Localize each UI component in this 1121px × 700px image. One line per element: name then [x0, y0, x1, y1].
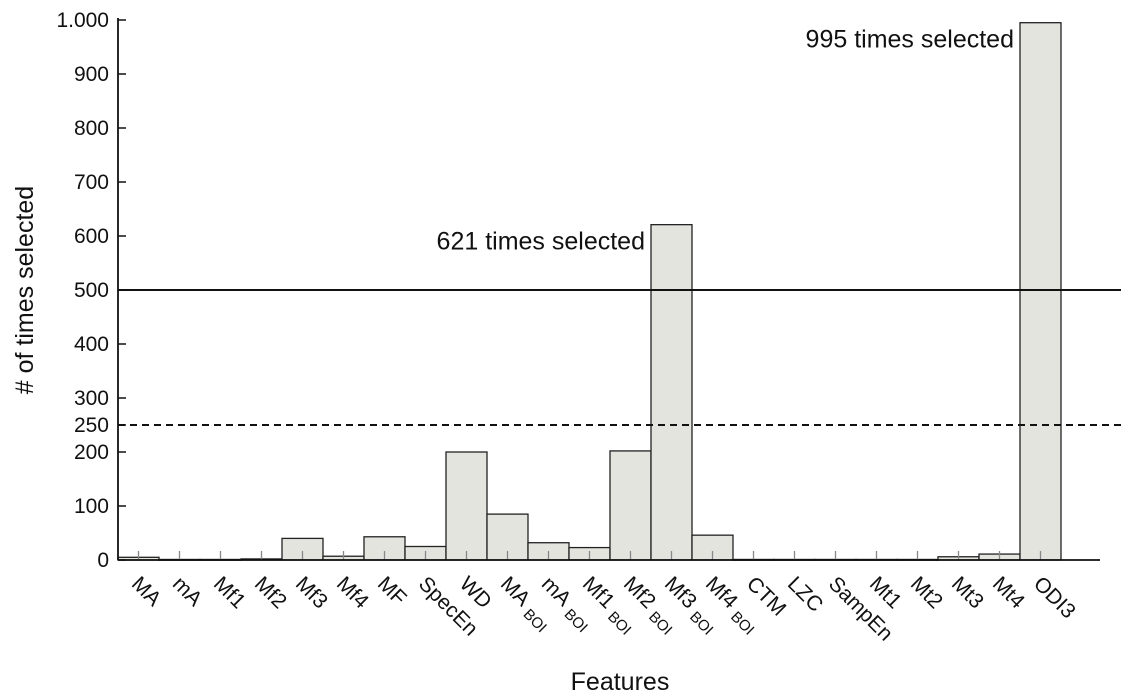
y-tick-label: 0 [97, 549, 109, 572]
bar [445, 451, 488, 561]
x-axis-title: Features [571, 668, 670, 696]
bar [609, 450, 652, 561]
y-tick-label: 100 [74, 495, 109, 518]
y-tick-label: 200 [74, 441, 109, 464]
x-tick-label: Mf3 [291, 572, 332, 613]
y-ticks-group: 0 100 200 250 300 400 500 600 700 800 900 1.000 [56, 9, 126, 572]
y-tick-label: 700 [74, 171, 109, 194]
bar [650, 224, 693, 561]
y-tick-label: 1.000 [56, 9, 109, 32]
x-tick-label: Mt4 [988, 572, 1029, 613]
y-tick-label: 500 [74, 279, 109, 302]
y-tick-label: 250 [74, 414, 109, 437]
x-tick-label: Mf4 [332, 572, 373, 613]
x-tick-label: CTM [742, 572, 790, 620]
bar [1019, 22, 1062, 561]
x-tick-label: Mt3 [947, 572, 988, 613]
y-tick-label: 300 [74, 387, 109, 410]
bar-annotation: 995 times selected [806, 26, 1014, 54]
x-tick-label: MF [373, 572, 411, 610]
y-tick-label: 400 [74, 333, 109, 356]
axes-group [117, 18, 1100, 561]
bars-group [117, 22, 1062, 561]
threshold-lines-group [118, 289, 1121, 426]
x-tick-label: ODI3 [1029, 572, 1080, 623]
x-tick-label: Mf1 [209, 572, 250, 613]
annotations-group: 621 times selected 995 times selected [437, 26, 1014, 256]
x-tick-label: LZC [783, 572, 827, 616]
y-tick-label: 600 [74, 225, 109, 248]
x-tick-label: Mf2 [250, 572, 291, 613]
y-tick-label: 800 [74, 117, 109, 140]
x-tick-label: mA [168, 572, 207, 611]
x-tick-label: Mt2 [906, 572, 947, 613]
bar-annotation: 621 times selected [437, 228, 645, 256]
y-tick-label: 900 [74, 63, 109, 86]
y-axis-title: # of times selected [11, 186, 39, 394]
x-tick-label: MA [127, 572, 166, 611]
